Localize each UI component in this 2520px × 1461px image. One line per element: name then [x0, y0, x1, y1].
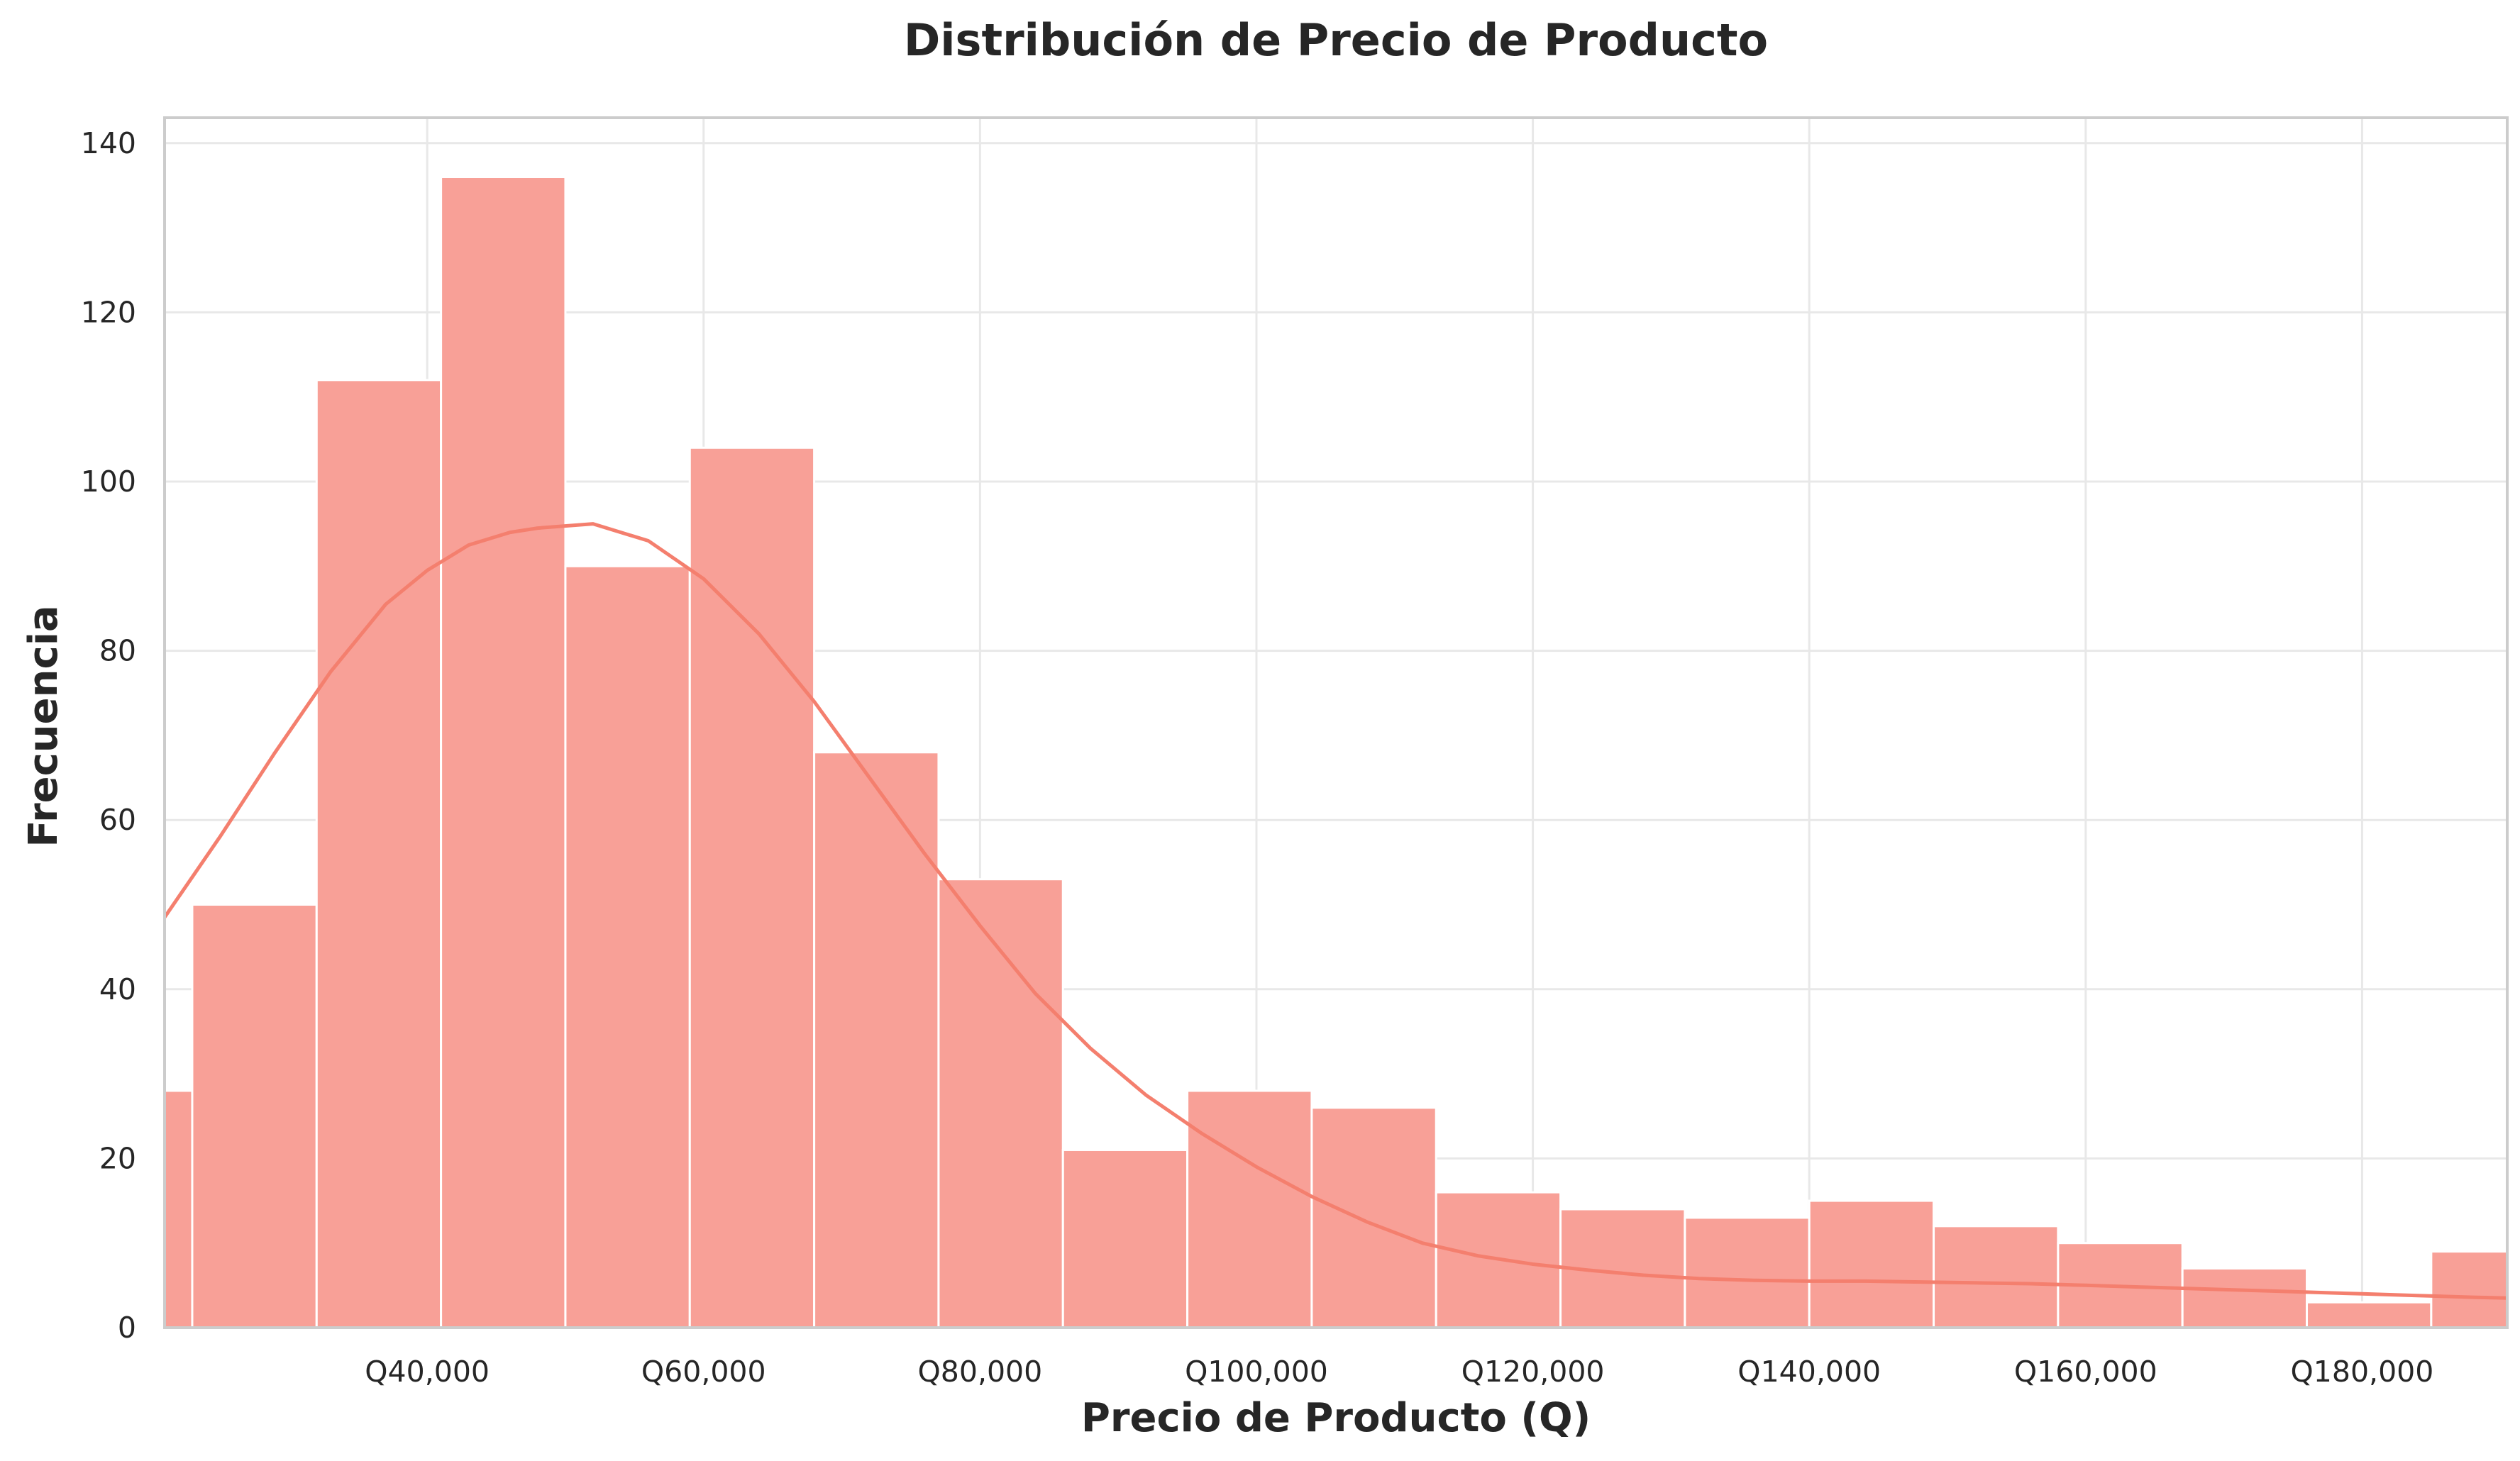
- y-axis-label: Frecuencia: [21, 605, 67, 847]
- plot-frame: [163, 116, 2509, 1329]
- histogram-bar: [440, 176, 567, 1328]
- histogram-bar: [191, 903, 318, 1328]
- x-tick-label: Q120,000: [1461, 1355, 1605, 1389]
- y-tick-label: 140: [81, 126, 136, 160]
- x-tick-label: Q100,000: [1185, 1355, 1328, 1389]
- y-tick-label: 0: [118, 1311, 136, 1345]
- histogram-bar: [937, 878, 1064, 1328]
- x-tick-label: Q160,000: [2014, 1355, 2157, 1389]
- histogram-bar: [315, 379, 443, 1328]
- y-tick-label: 80: [99, 634, 136, 668]
- histogram-bar: [2181, 1267, 2309, 1328]
- x-axis-label: Precio de Producto (Q): [1081, 1395, 1591, 1441]
- x-tick-label: Q60,000: [641, 1355, 766, 1389]
- y-tick-label: 60: [99, 803, 136, 837]
- histogram-bar: [1684, 1216, 1811, 1328]
- x-tick-label: Q140,000: [1737, 1355, 1881, 1389]
- histogram-bars: [165, 176, 2507, 1328]
- histogram-bar: [813, 751, 940, 1328]
- y-tick-label: 40: [99, 972, 136, 1006]
- x-tick-label: Q180,000: [2291, 1355, 2434, 1389]
- histogram-bar: [1808, 1199, 1935, 1328]
- x-tick-label: Q80,000: [918, 1355, 1043, 1389]
- histogram-bar: [1310, 1106, 1437, 1328]
- chart-title: Distribución de Precio de Producto: [904, 14, 1768, 66]
- histogram-bar: [688, 446, 816, 1328]
- kde-curve-group: [165, 522, 2507, 1300]
- kde-curve-line: [165, 522, 2507, 1300]
- histogram-bar: [2306, 1301, 2433, 1328]
- y-tick-label: 120: [81, 295, 136, 329]
- histogram-bar: [165, 1089, 194, 1328]
- y-tick-label: 20: [99, 1141, 136, 1175]
- y-tick-label: 100: [81, 465, 136, 499]
- histogram-bar: [564, 565, 691, 1328]
- histogram-bar: [1186, 1089, 1313, 1328]
- histogram-bar: [1933, 1225, 2060, 1328]
- histogram-bar: [2430, 1250, 2507, 1328]
- histogram-bar: [1061, 1148, 1189, 1328]
- x-tick-label: Q40,000: [365, 1355, 490, 1389]
